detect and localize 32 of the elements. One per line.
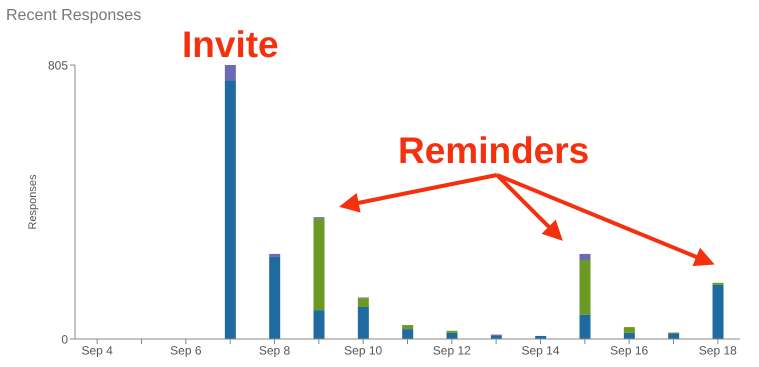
annotation: Reminders bbox=[398, 130, 590, 171]
bar bbox=[224, 81, 236, 339]
y-axis-title: Responses bbox=[26, 174, 39, 230]
bar bbox=[402, 325, 414, 330]
chart-title: Recent Responses bbox=[6, 7, 142, 25]
bar bbox=[624, 332, 635, 339]
bar bbox=[580, 254, 591, 260]
bar bbox=[224, 65, 236, 81]
x-tick-label: Sep 6 bbox=[170, 344, 202, 358]
x-tick-label: Sep 10 bbox=[344, 344, 383, 358]
annotation: Invite bbox=[182, 24, 279, 65]
x-tick-label: Sep 14 bbox=[521, 344, 560, 358]
x-tick-label: Sep 8 bbox=[258, 344, 291, 358]
bar bbox=[314, 218, 325, 310]
bar bbox=[358, 298, 369, 308]
x-tick-label: Sep 12 bbox=[432, 344, 472, 358]
bar bbox=[446, 332, 458, 339]
bar bbox=[402, 329, 414, 339]
bar bbox=[269, 256, 280, 339]
x-tick-label: Sep 18 bbox=[698, 344, 738, 358]
y-tick-label: 0 bbox=[61, 332, 68, 346]
bar bbox=[580, 314, 591, 339]
bar bbox=[358, 307, 369, 339]
bar bbox=[580, 260, 591, 315]
x-tick-label: Sep 16 bbox=[610, 344, 649, 358]
bar bbox=[269, 254, 280, 257]
bar bbox=[712, 284, 724, 339]
bar bbox=[668, 334, 680, 339]
bar bbox=[314, 310, 325, 339]
y-tick-label: 805 bbox=[48, 58, 68, 72]
x-tick-label: Sep 4 bbox=[81, 344, 114, 358]
bar bbox=[624, 327, 635, 333]
